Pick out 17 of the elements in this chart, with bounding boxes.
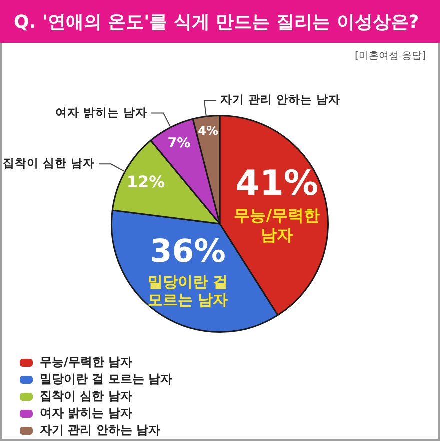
data-label: 7% bbox=[168, 135, 192, 152]
legend-label: 자기 관리 안하는 남자 bbox=[40, 422, 161, 439]
chart-title: Q. '연애의 온도'를 식게 만드는 질리는 이성상은? bbox=[14, 10, 420, 34]
legend-label: 집착이 심한 남자 bbox=[40, 388, 132, 405]
slice-label: 여자 밝히는 남자 bbox=[56, 105, 148, 120]
legend-label: 밀당이란 걸 모르는 남자 bbox=[40, 371, 173, 388]
text: [미혼여성 응답] bbox=[355, 50, 426, 63]
slice-label: 밀당이란 걸 모르는 남자 bbox=[148, 272, 228, 310]
data-label: 4% bbox=[198, 124, 219, 138]
legend-label: 여자 밝히는 남자 bbox=[40, 405, 132, 422]
slice-label: 자기 관리 안하는 남자 bbox=[220, 92, 340, 107]
legend-label: 무능/무력한 남자 bbox=[40, 354, 133, 371]
data-label: 41% bbox=[236, 164, 319, 204]
data-label: 36% bbox=[150, 234, 226, 270]
slice-label: 집착이 심한 남자 bbox=[3, 156, 96, 170]
data-label: 12% bbox=[126, 172, 166, 192]
slice-label: 무능/무력한 남자 bbox=[234, 206, 320, 245]
